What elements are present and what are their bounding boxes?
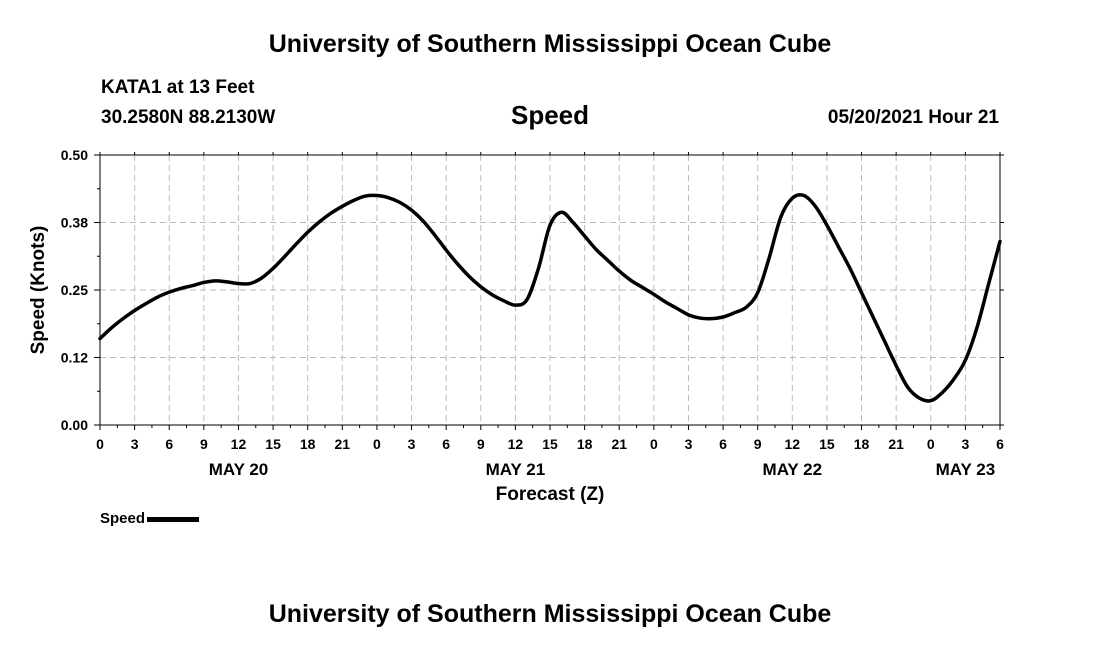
station-name: KATA1 at 13 Feet xyxy=(101,77,255,98)
series-line-speed xyxy=(98,193,1002,403)
x-axis-label: Forecast (Z) xyxy=(496,484,605,505)
date-label: MAY 23 xyxy=(936,460,996,479)
x-tick-label: 15 xyxy=(265,436,281,452)
x-tick-label: 0 xyxy=(927,436,935,452)
x-tick-label: 6 xyxy=(719,436,727,452)
axes: 0 3 6 9 12 15 18 21 0 3 6 9 12 15 18 21 0 3 6 9 12 15 18 21 0 3 6 0… xyxy=(61,147,1004,479)
legend: Speed xyxy=(100,510,200,527)
y-tick-label: 0.25 xyxy=(61,282,88,298)
date-label: MAY 22 xyxy=(763,460,823,479)
x-tick-label: 9 xyxy=(754,436,762,452)
page-title: University of Southern Mississippi Ocean… xyxy=(268,30,832,58)
x-tick-label: 6 xyxy=(996,436,1004,452)
date-label: MAY 20 xyxy=(209,460,269,479)
x-tick-label: 15 xyxy=(819,436,835,452)
x-tick-label: 12 xyxy=(508,436,524,452)
forecast-issued-time: 05/20/2021 Hour 21 xyxy=(827,107,999,128)
y-tick-label: 0.38 xyxy=(61,215,88,231)
chart-title: Speed xyxy=(510,100,590,130)
x-tick-label: 3 xyxy=(961,436,969,452)
x-tick-label: 6 xyxy=(442,436,450,452)
y-tick-label: 0.50 xyxy=(61,147,88,163)
date-label: MAY 21 xyxy=(486,460,546,479)
x-tick-label: 21 xyxy=(335,436,351,452)
x-tick-label: 21 xyxy=(888,436,904,452)
x-tick-label: 0 xyxy=(96,436,104,452)
x-tick-label: 18 xyxy=(577,436,593,452)
y-axis-label: Speed (Knots) xyxy=(28,226,49,355)
x-tick-label: 3 xyxy=(685,436,693,452)
x-tick-label: 3 xyxy=(408,436,416,452)
legend-line-swatch xyxy=(147,516,200,522)
x-tick-label: 15 xyxy=(542,436,558,452)
y-tick-label: 0.12 xyxy=(61,350,88,366)
x-tick-label: 12 xyxy=(231,436,247,452)
x-tick-label: 6 xyxy=(165,436,173,452)
x-tick-label: 0 xyxy=(373,436,381,452)
grid xyxy=(100,155,1000,425)
station-coordinates: 30.2580N 88.2130W xyxy=(101,107,276,128)
y-tick-label: 0.00 xyxy=(61,417,88,433)
x-tick-label: 12 xyxy=(785,436,801,452)
x-tick-label: 9 xyxy=(200,436,208,452)
footer-title: University of Southern Mississippi Ocean… xyxy=(268,600,832,628)
x-tick-label: 18 xyxy=(300,436,316,452)
x-tick-label: 0 xyxy=(650,436,658,452)
x-tick-label: 3 xyxy=(131,436,139,452)
x-tick-label: 18 xyxy=(854,436,870,452)
x-tick-label: 9 xyxy=(477,436,485,452)
x-tick-label: 21 xyxy=(611,436,627,452)
legend-label: Speed xyxy=(100,510,146,527)
